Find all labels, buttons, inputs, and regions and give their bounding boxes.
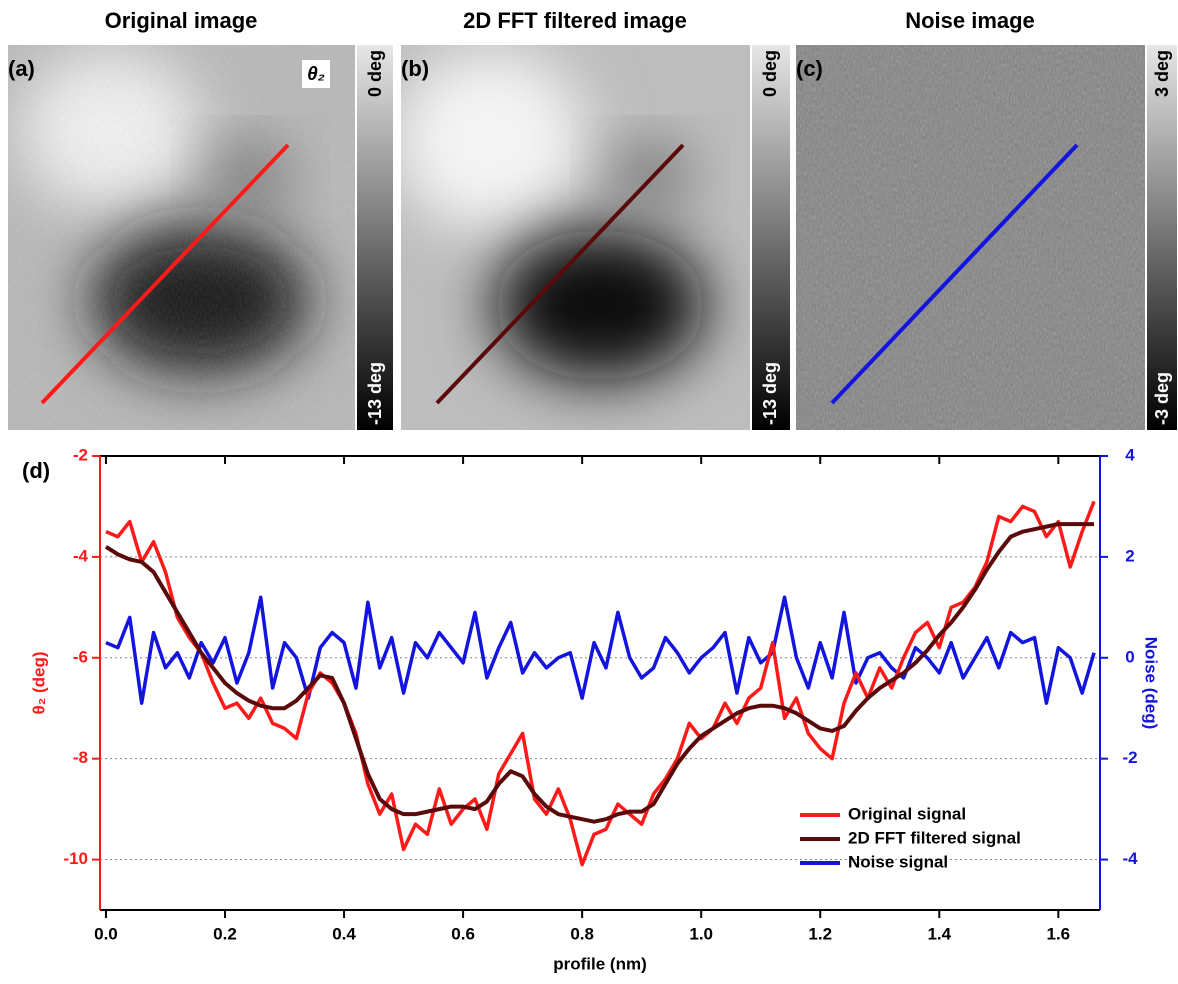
y2-axis-label: Noise (deg) [1142,637,1161,730]
x-tick-label: 1.0 [689,924,713,943]
y-tick-label: -4 [73,546,89,565]
y2-tick-label: -4 [1122,849,1138,868]
series-line [104,522,1095,824]
colorbar-label: -3 deg [1152,372,1172,425]
colorbar-label: -13 deg [365,362,385,425]
image-title: Noise image [905,8,1035,33]
colorbar-label: 0 deg [365,50,385,97]
y-axis-label: θ₂ (deg) [29,651,48,714]
y2-tick-label: 4 [1125,445,1135,464]
panel-label: (d) [22,458,50,483]
legend-label: Noise signal [848,852,948,871]
series-line [105,595,1096,705]
series-line [105,500,1096,867]
colorbar [357,45,393,430]
panel-label: (b) [401,56,429,81]
colorbar-label: -13 deg [760,362,780,425]
x-tick-label: 0.6 [451,924,475,943]
x-tick-label: 1.2 [808,924,832,943]
image-filtered [401,45,750,430]
image-annotation: θ₂ [307,64,325,85]
legend-label: 2D FFT filtered signal [848,828,1021,847]
colorbar-label: 3 deg [1152,50,1172,97]
colorbar [1147,45,1177,430]
annotation-bg [302,60,330,88]
legend-label: Original signal [848,804,966,823]
image-original [8,45,355,430]
x-tick-label: 0.0 [94,924,118,943]
x-tick-label: 0.4 [332,924,356,943]
y2-tick-label: 2 [1125,546,1134,565]
y-tick-label: -8 [73,748,88,767]
y2-tick-label: 0 [1125,647,1134,666]
x-tick-label: 1.6 [1047,924,1071,943]
x-tick-label: 0.8 [570,924,594,943]
image-title: 2D FFT filtered image [463,8,687,33]
x-axis-label: profile (nm) [553,954,647,973]
y2-tick-label: -2 [1122,748,1137,767]
x-tick-label: 1.4 [927,924,951,943]
colorbar-label: 0 deg [760,50,780,97]
panel-label: (c) [796,56,823,81]
x-tick-label: 0.2 [213,924,237,943]
y-tick-label: -10 [63,849,88,868]
y-tick-label: -2 [73,445,88,464]
colorbar [752,45,790,430]
image-title: Original image [105,8,258,33]
y-tick-label: -6 [73,647,88,666]
panel-label: (a) [8,56,35,81]
image-noise [796,45,1145,430]
